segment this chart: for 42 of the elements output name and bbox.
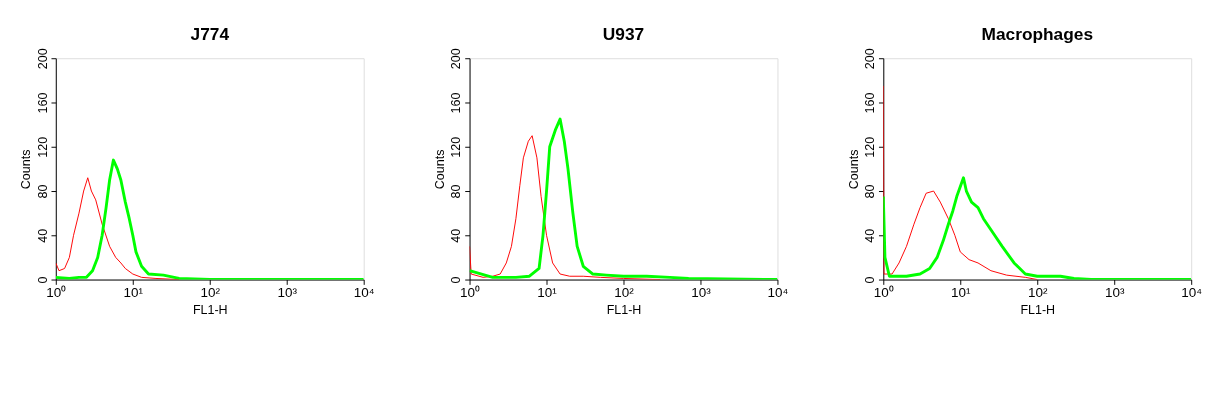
y-tick-label: 200 (863, 48, 878, 70)
y-tick-label: 160 (449, 92, 464, 114)
x-tick-label: 10¹ (951, 285, 972, 301)
y-tick-label: 40 (449, 228, 464, 243)
x-tick-label: 10² (614, 285, 635, 301)
x-tick-label: 10² (1028, 285, 1048, 301)
y-tick-label: 120 (863, 136, 878, 158)
y-tick-label: 0 (863, 276, 878, 284)
y-tick-label: 80 (35, 184, 50, 199)
y-tick-label: 0 (449, 276, 464, 284)
x-tick-label: 10⁰ (46, 285, 67, 301)
x-tick-label: 10³ (277, 285, 298, 301)
y-tick-label: 80 (449, 184, 464, 199)
y-tick-label: 120 (449, 136, 464, 158)
x-tick-label: 10² (200, 285, 221, 301)
y-tick-label: 160 (863, 92, 878, 114)
y-axis-title: Counts (846, 149, 861, 190)
x-axis-title: FL1-H (192, 302, 228, 317)
chart-title: J774 (190, 24, 230, 45)
x-axis-title: FL1-H (1020, 302, 1056, 317)
x-tick-label: 10¹ (537, 285, 558, 301)
x-tick-label: 10⁰ (873, 285, 894, 301)
x-tick-label: 10⁴ (1181, 285, 1203, 301)
y-axis-title: Counts (433, 149, 448, 190)
y-axis-title: Counts (19, 149, 34, 190)
chart-title: Macrophages (981, 24, 1094, 45)
y-tick-label: 200 (449, 48, 464, 70)
x-tick-label: 10¹ (123, 285, 144, 301)
y-tick-label: 120 (35, 136, 50, 158)
x-tick-label: 10⁰ (460, 285, 481, 301)
y-tick-label: 40 (863, 228, 878, 243)
x-tick-label: 10³ (691, 285, 712, 301)
x-axis-title: FL1-H (606, 302, 642, 317)
y-tick-label: 160 (35, 92, 50, 114)
x-tick-label: 10³ (1104, 285, 1125, 301)
chart-title: U937 (602, 24, 645, 45)
x-tick-label: 10⁴ (353, 285, 375, 301)
x-tick-label: 10⁴ (767, 285, 789, 301)
y-tick-label: 80 (863, 184, 878, 199)
y-tick-label: 40 (35, 228, 50, 243)
y-tick-label: 200 (35, 48, 50, 70)
y-tick-label: 0 (35, 276, 50, 284)
